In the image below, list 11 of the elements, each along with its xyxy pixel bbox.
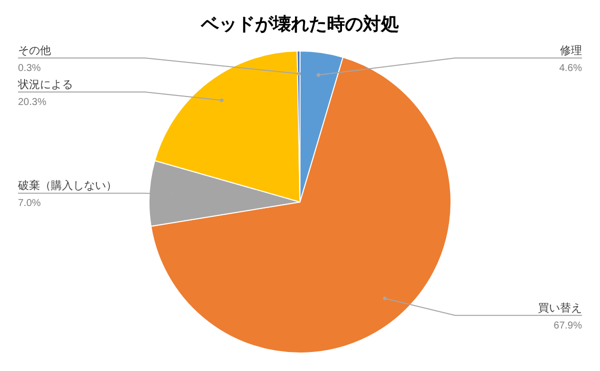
slice-label: 買い替え xyxy=(538,301,582,314)
data-label: 7.0% xyxy=(18,198,41,210)
data-label: 67.9% xyxy=(554,320,582,332)
slice-label: 破棄（購入しない） xyxy=(17,179,117,192)
slice-label: 修理 xyxy=(560,45,582,57)
chart-title: ベッドが壊れた時の対処 xyxy=(200,14,399,34)
slice-label: その他 xyxy=(18,45,51,57)
data-label: 4.6% xyxy=(559,63,582,74)
data-label: 0.3% xyxy=(18,63,41,74)
slice-label: 状況による xyxy=(17,79,73,91)
data-label: 20.3% xyxy=(18,97,46,108)
